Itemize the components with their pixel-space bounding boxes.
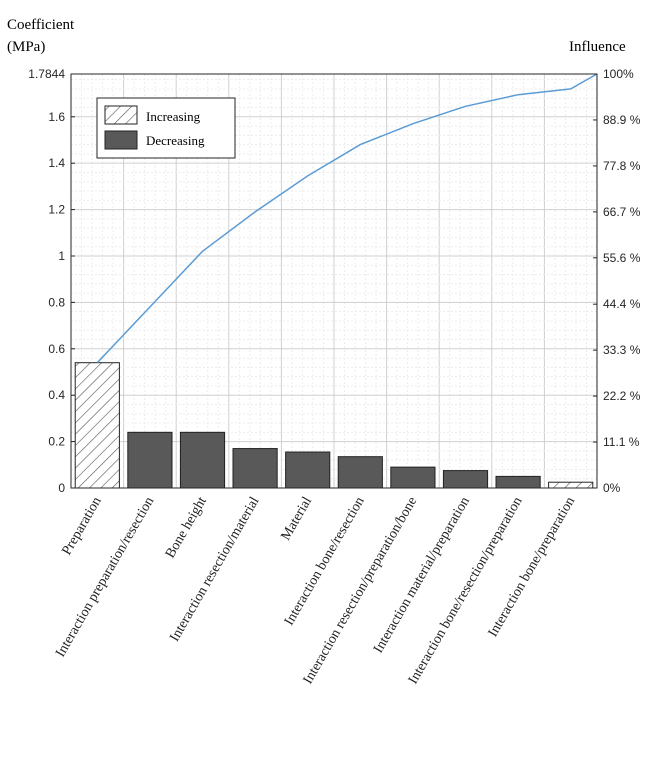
- right-tick-label: 77.8 %: [603, 159, 641, 173]
- left-axis-label-line1: Coefficient: [7, 17, 75, 33]
- right-tick-label: 66.7 %: [603, 205, 641, 219]
- left-tick-label: 0: [58, 481, 65, 495]
- bar-decreasing: [442, 470, 489, 489]
- category-label: Interaction preparation/resection: [53, 495, 157, 660]
- tick-labels: 0 0.2 0.4 0.6 0.8 1 1.2 1.4 1.6 1.7844 0% 11.1 % 22.…: [28, 67, 640, 495]
- left-axis-label-line2: (MPa): [7, 39, 45, 55]
- bar-decreasing: [179, 431, 226, 489]
- category-label: Interaction material/preparation: [371, 495, 473, 656]
- right-axis-label: Influence: [569, 39, 626, 55]
- left-tick-label: 1: [58, 249, 65, 263]
- right-tick-label: 11.1 %: [603, 435, 640, 449]
- legend-label-increasing: Increasing: [146, 109, 201, 124]
- right-tick-label: 22.2 %: [603, 389, 641, 403]
- plot-frame: [70, 73, 598, 489]
- legend: Increasing Decreasing: [96, 97, 236, 159]
- left-tick-label: 1.7844: [28, 67, 65, 81]
- right-tick-label: 55.6 %: [603, 251, 641, 265]
- bar-increasing: [74, 362, 120, 489]
- left-tick-label: 1.2: [48, 203, 65, 217]
- category-label: Interaction bone/resection/preparation: [406, 495, 526, 687]
- left-tick-label: 0.2: [48, 435, 65, 449]
- legend-label-decreasing: Decreasing: [146, 133, 205, 148]
- bar-decreasing: [232, 448, 278, 489]
- category-label: Preparation: [60, 495, 105, 558]
- bars: [74, 362, 594, 489]
- bar-increasing: [548, 481, 594, 489]
- left-tick-label: 0.4: [48, 388, 65, 402]
- cumulative-influence-line: [96, 73, 598, 364]
- category-label: Interaction resection/material: [167, 494, 262, 644]
- bar-decreasing: [495, 475, 541, 489]
- bar-decreasing: [337, 456, 383, 489]
- right-tick-label: 100%: [603, 67, 634, 81]
- legend-swatch-decreasing: [104, 130, 138, 150]
- right-tick-label: 88.9 %: [603, 113, 641, 127]
- category-label: Bone height: [163, 494, 210, 561]
- left-tick-label: 0.6: [48, 342, 65, 356]
- category-label: Interaction resection/preparation/bone: [301, 495, 421, 687]
- legend-swatch-increasing: [104, 105, 138, 125]
- category-label: Material: [278, 494, 315, 543]
- bar-decreasing: [285, 451, 331, 489]
- left-tick-label: 1.6: [48, 110, 65, 124]
- cumulative-line: [96, 73, 598, 364]
- bar-decreasing: [390, 466, 436, 489]
- left-tick-label: 0.8: [48, 295, 65, 309]
- left-tick-label: 1.4: [48, 156, 65, 170]
- bar-decreasing: [127, 431, 173, 489]
- right-tick-label: 44.4 %: [603, 297, 641, 311]
- right-tick-label: 33.3 %: [603, 343, 641, 357]
- right-tick-label: 0%: [603, 481, 621, 495]
